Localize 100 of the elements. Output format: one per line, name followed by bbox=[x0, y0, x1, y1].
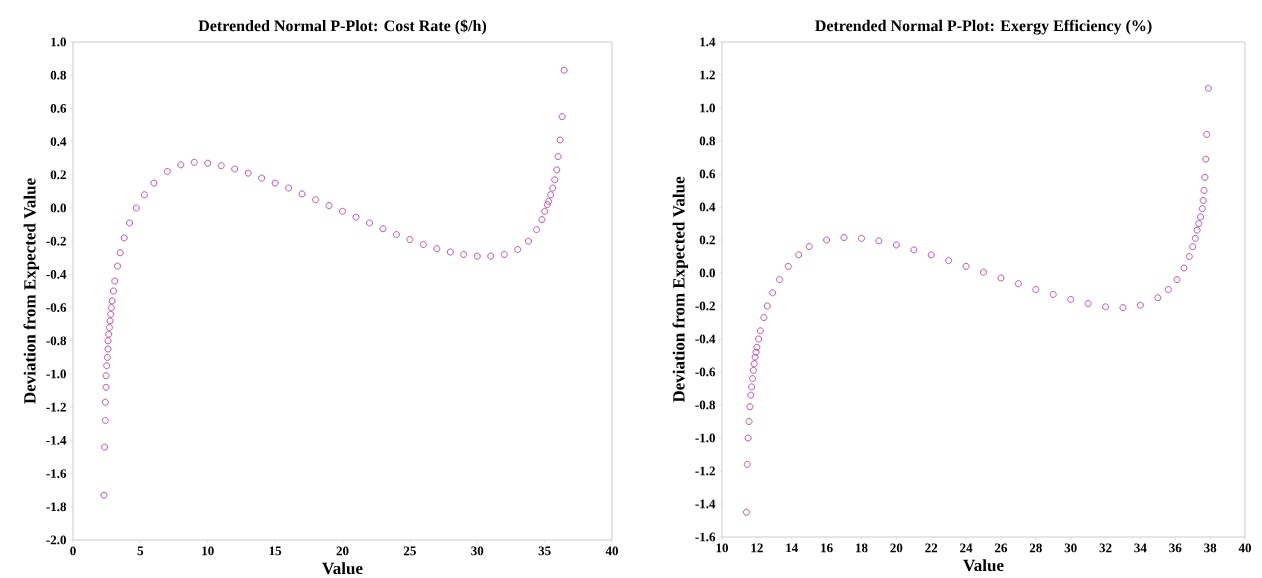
y-tick-label: 1.0 bbox=[700, 103, 715, 113]
chart-title: Detrended Normal P-Plot: Cost Rate ($/h) bbox=[198, 19, 487, 35]
y-tick-label: 0.0 bbox=[699, 268, 715, 278]
y-tick-label: 0.8 bbox=[699, 136, 716, 146]
point bbox=[1200, 187, 1208, 194]
point bbox=[980, 268, 987, 276]
x-tick-label: 38 bbox=[1204, 543, 1217, 553]
point bbox=[1154, 294, 1162, 302]
point bbox=[744, 434, 752, 442]
y-axis-title: Deviation from Expected Value bbox=[23, 178, 40, 404]
y-tick-label: -0.2 bbox=[46, 236, 66, 246]
x-tick-label: 25 bbox=[403, 546, 416, 556]
point bbox=[1102, 303, 1109, 311]
y-tick-label: -1.4 bbox=[695, 499, 716, 509]
point bbox=[805, 243, 813, 251]
point bbox=[1173, 276, 1181, 284]
y-tick-label: 0.6 bbox=[699, 169, 716, 179]
y-tick-label: 1.4 bbox=[700, 37, 716, 47]
y-tick-label: -1.6 bbox=[695, 532, 716, 542]
point bbox=[749, 375, 756, 383]
point bbox=[784, 262, 792, 270]
point bbox=[1204, 84, 1212, 92]
y-tick-label: 0.6 bbox=[50, 103, 67, 113]
point bbox=[1201, 173, 1209, 181]
y-tick-label: 0.8 bbox=[50, 70, 67, 80]
y-tick-label: -0.4 bbox=[46, 269, 67, 279]
point bbox=[1049, 291, 1057, 298]
x-tick-label: 12 bbox=[751, 543, 763, 553]
y-tick-label: -2.0 bbox=[46, 535, 66, 545]
y-tick-label: 1.2 bbox=[700, 70, 715, 80]
y-tick-label: -1.4 bbox=[46, 436, 67, 445]
point bbox=[1180, 264, 1188, 272]
point bbox=[746, 403, 754, 411]
y-tick-label: -1.8 bbox=[46, 502, 67, 512]
y-tick-label: 0.2 bbox=[50, 170, 66, 180]
x-tick-label: 30 bbox=[471, 546, 484, 556]
point bbox=[756, 327, 764, 335]
y-tick-label: -0.8 bbox=[46, 336, 67, 346]
y-tick-label: -1.0 bbox=[695, 433, 715, 443]
y-tick-label: -1.2 bbox=[695, 466, 715, 476]
x-tick-label: 20 bbox=[890, 543, 903, 553]
point bbox=[747, 391, 755, 399]
point bbox=[1199, 196, 1207, 204]
y-tick-label: -1.0 bbox=[46, 369, 66, 379]
point bbox=[1164, 286, 1172, 293]
x-tick-label: 10 bbox=[202, 546, 214, 556]
point bbox=[910, 246, 918, 254]
point bbox=[1014, 280, 1022, 288]
x-tick-label: 18 bbox=[856, 543, 868, 553]
point bbox=[1191, 234, 1199, 242]
point bbox=[1197, 213, 1205, 221]
x-tick-label: 14 bbox=[786, 543, 799, 553]
point bbox=[997, 274, 1005, 282]
y-tick-label: -0.8 bbox=[695, 400, 716, 410]
point bbox=[755, 335, 763, 343]
x-tick-label: 35 bbox=[538, 546, 551, 556]
point bbox=[1136, 301, 1144, 309]
point bbox=[776, 276, 783, 284]
y-tick-label: -0.4 bbox=[695, 334, 716, 344]
y-tick-label: 0.4 bbox=[50, 137, 67, 147]
x-tick-label: 24 bbox=[960, 543, 973, 553]
x-tick-label: 26 bbox=[994, 543, 1008, 553]
y-tick-label: 0.4 bbox=[699, 202, 716, 212]
point bbox=[1195, 220, 1203, 227]
x-tick-label: 40 bbox=[1238, 543, 1252, 553]
x-tick-label: 34 bbox=[1134, 543, 1147, 553]
point bbox=[742, 508, 750, 516]
x-tick-label: 16 bbox=[821, 543, 833, 553]
point bbox=[1185, 253, 1193, 260]
point bbox=[945, 257, 953, 265]
point bbox=[763, 302, 771, 310]
point bbox=[892, 241, 900, 249]
y-tick-label: -0.2 bbox=[695, 301, 715, 311]
x-tick-label: 32 bbox=[1099, 543, 1112, 553]
y-tick-label: -0.6 bbox=[695, 367, 716, 377]
point bbox=[745, 418, 753, 425]
point bbox=[748, 383, 756, 391]
x-tick-label: 15 bbox=[269, 546, 282, 556]
y-tick-label: -1.2 bbox=[46, 402, 66, 412]
point bbox=[840, 234, 848, 241]
point bbox=[760, 314, 768, 321]
y-axis-title: Deviation from Expected Value bbox=[672, 176, 689, 403]
point bbox=[823, 236, 831, 244]
y-tick-label: -1.6 bbox=[46, 469, 67, 478]
x-tick-label: 30 bbox=[1064, 543, 1077, 553]
point bbox=[1084, 300, 1092, 307]
point bbox=[1189, 243, 1197, 251]
point bbox=[750, 360, 758, 368]
point bbox=[962, 262, 970, 270]
point bbox=[1198, 205, 1206, 213]
x-tick-label: 10 bbox=[716, 543, 729, 553]
point bbox=[1032, 286, 1040, 293]
point bbox=[1203, 130, 1211, 138]
point bbox=[927, 251, 935, 259]
y-tick-label: -0.6 bbox=[46, 303, 67, 313]
y-tick-label: 1.0 bbox=[51, 37, 66, 47]
point bbox=[1193, 226, 1201, 234]
x-axis-title: Value bbox=[322, 562, 363, 575]
point bbox=[751, 353, 759, 361]
point bbox=[1119, 304, 1127, 312]
